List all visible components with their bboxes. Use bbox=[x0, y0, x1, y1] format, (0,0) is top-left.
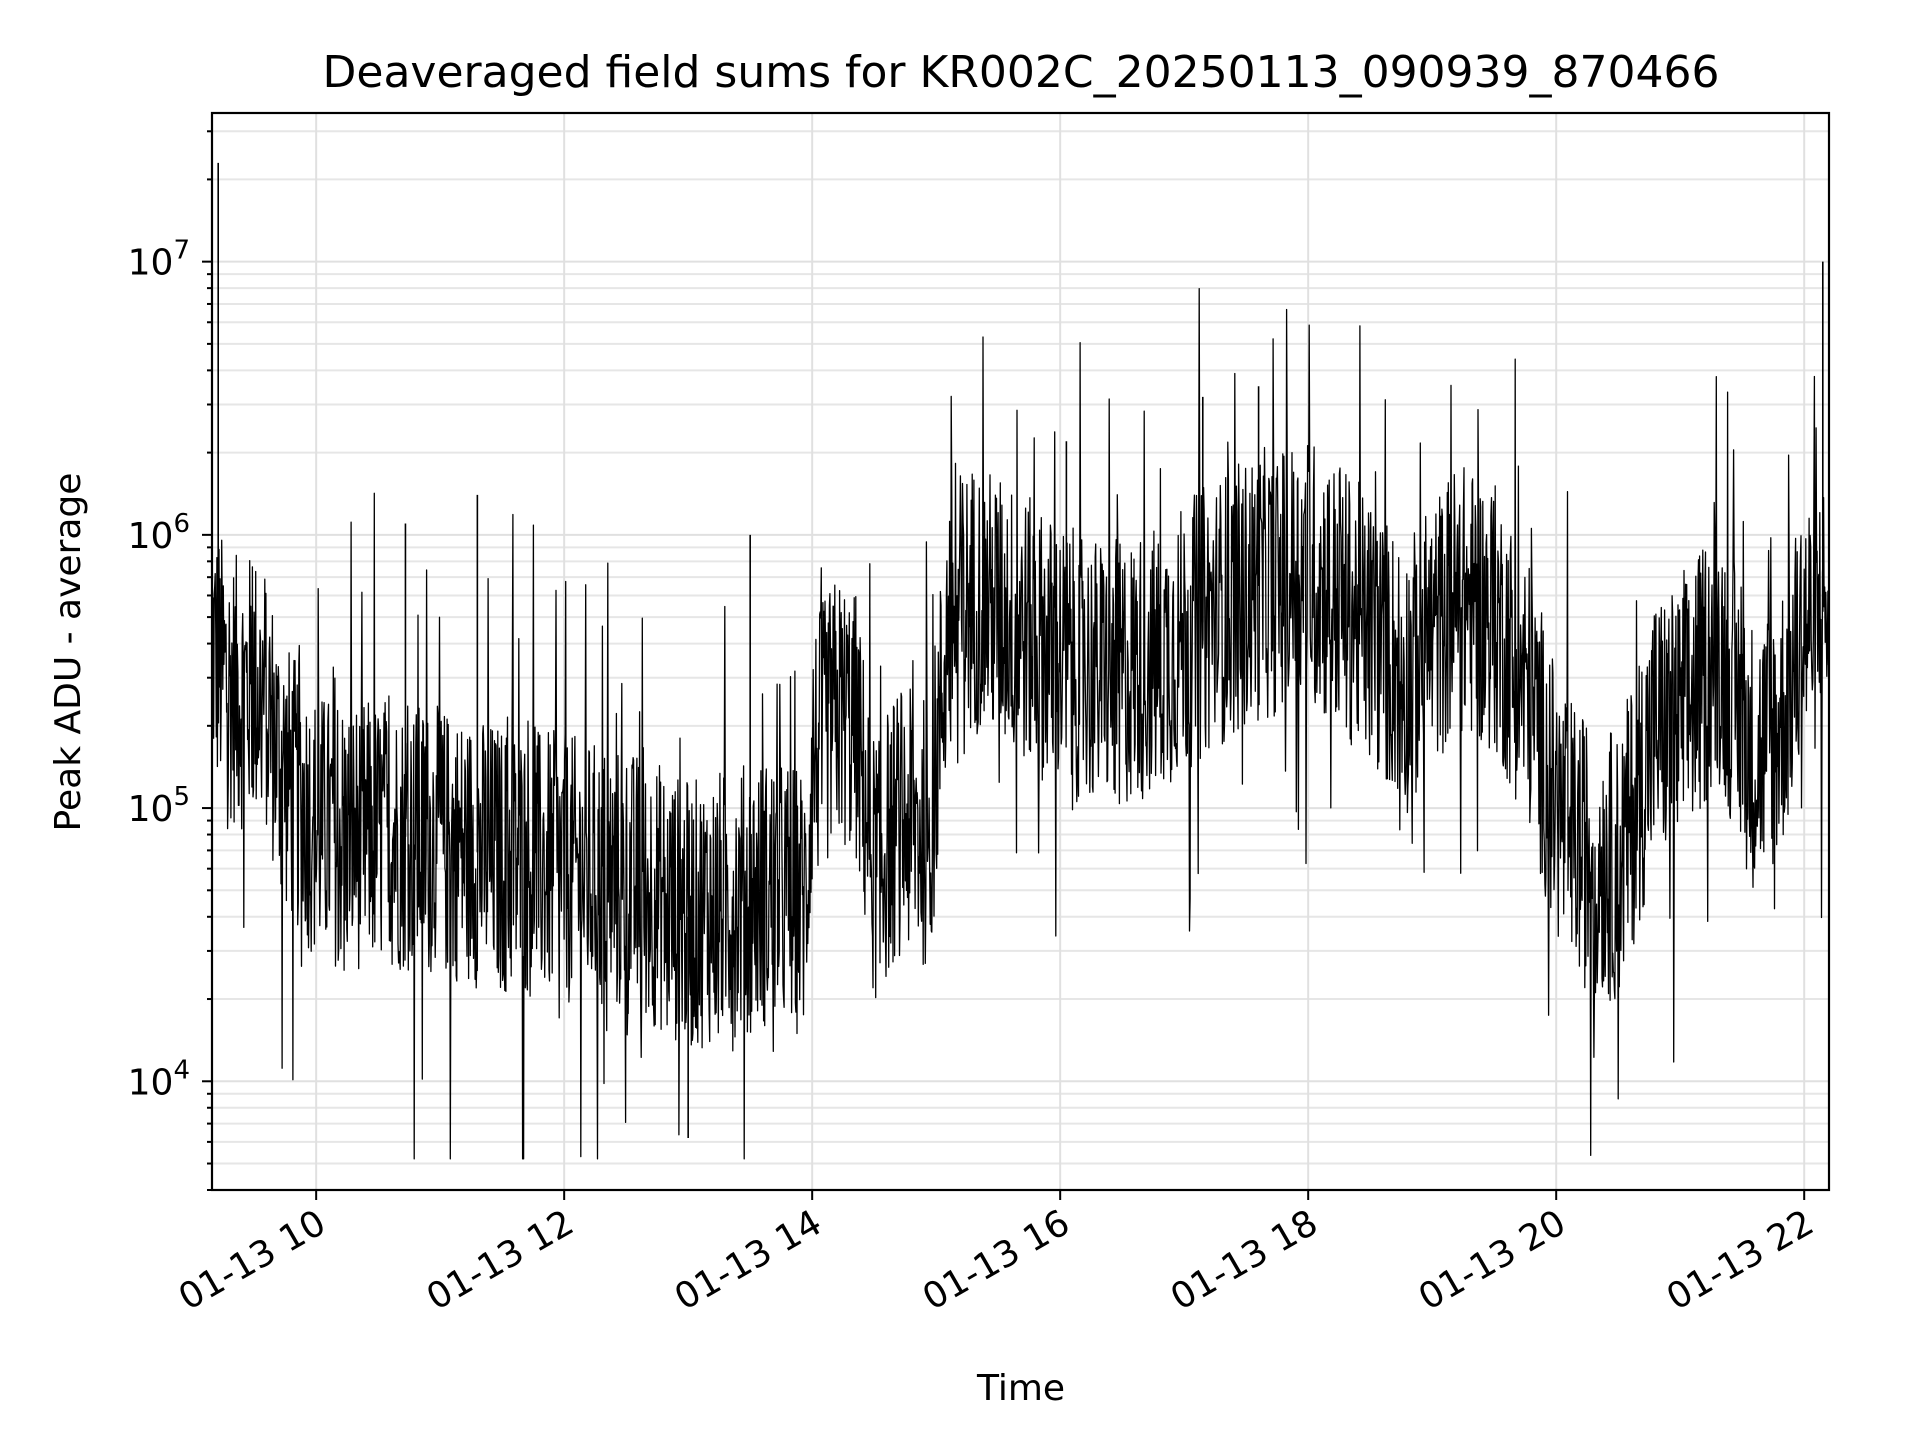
series-line bbox=[211, 287, 1830, 1160]
y-tick-label: 106 bbox=[128, 509, 190, 557]
y-tick-label: 104 bbox=[128, 1055, 190, 1103]
y-tick-label: 107 bbox=[128, 236, 190, 284]
chart-title: Deaveraged field sums for KR002C_2025011… bbox=[323, 47, 1720, 98]
y-axis-label: Peak ADU - average bbox=[48, 473, 89, 832]
y-tick-label: 105 bbox=[128, 782, 190, 830]
plot-frame bbox=[210, 111, 1831, 1192]
x-axis-label: Time bbox=[976, 1368, 1065, 1409]
series-group bbox=[211, 162, 1830, 1160]
